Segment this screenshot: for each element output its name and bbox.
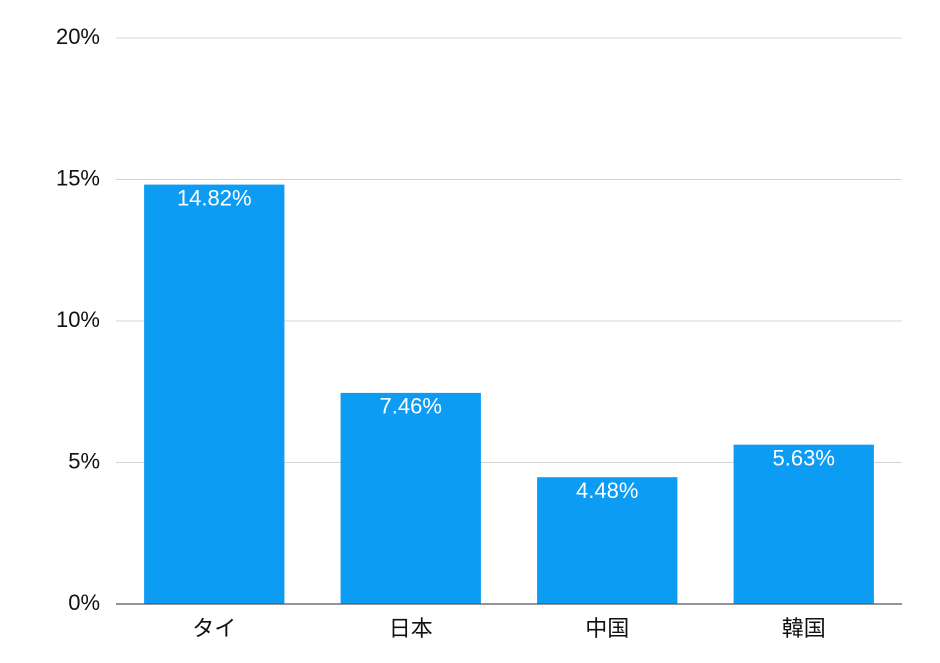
y-tick-label: 15% xyxy=(56,165,100,190)
x-tick-label: 韓国 xyxy=(782,616,826,641)
bar xyxy=(144,184,285,604)
x-tick-label: 中国 xyxy=(585,616,629,641)
y-tick-label: 10% xyxy=(56,307,100,332)
bar xyxy=(537,477,678,604)
y-tick-label: 0% xyxy=(68,590,100,615)
x-tick-label: タイ xyxy=(192,616,236,641)
y-tick-label: 5% xyxy=(68,448,100,473)
data-label: 7.46% xyxy=(380,394,442,419)
y-tick-label: 20% xyxy=(56,24,100,49)
data-label: 5.63% xyxy=(773,445,835,470)
bar xyxy=(733,444,874,604)
data-label: 14.82% xyxy=(177,185,252,210)
bar xyxy=(340,392,481,604)
data-label: 4.48% xyxy=(576,478,638,503)
x-tick-label: 日本 xyxy=(389,616,433,641)
